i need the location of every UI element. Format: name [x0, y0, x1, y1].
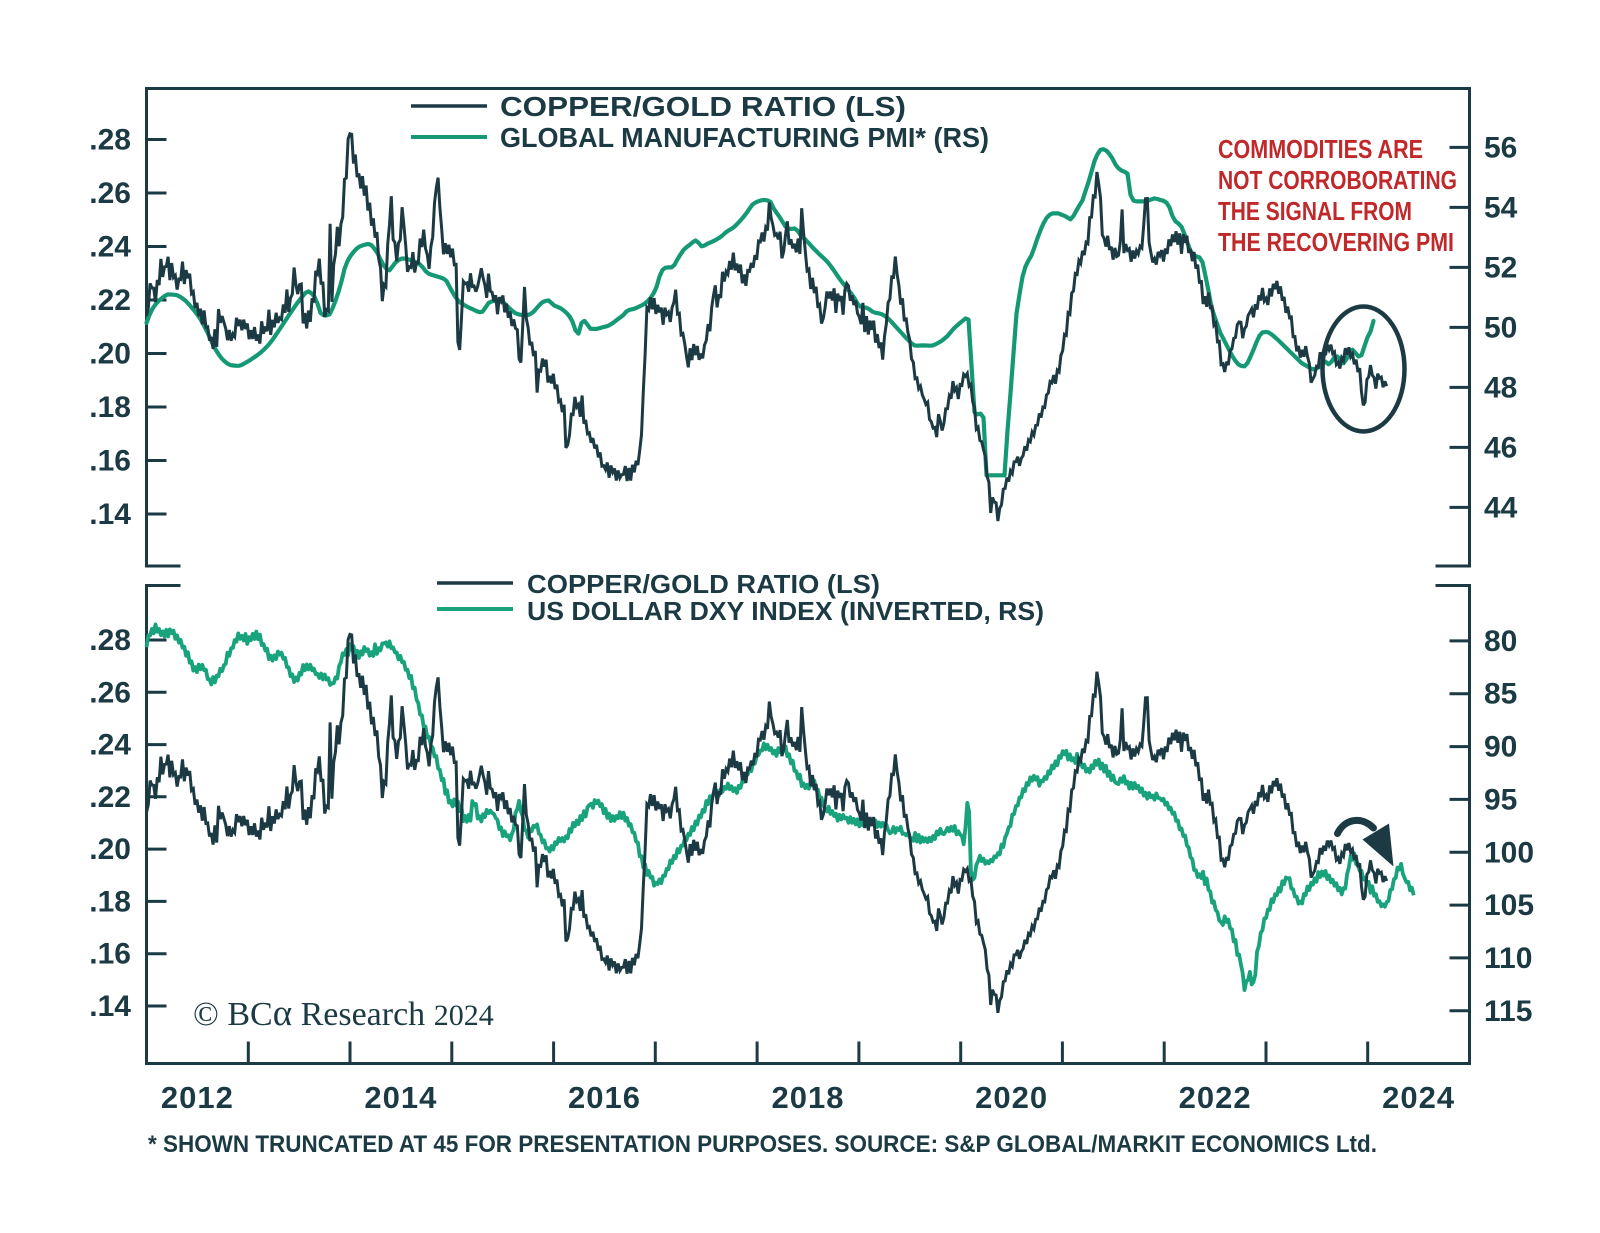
svg-text:100: 100	[1484, 836, 1534, 869]
svg-text:48: 48	[1484, 371, 1517, 404]
svg-text:NOT CORROBORATING: NOT CORROBORATING	[1218, 165, 1457, 195]
svg-text:THE RECOVERING PMI: THE RECOVERING PMI	[1218, 227, 1454, 257]
svg-text:.24: .24	[89, 231, 131, 264]
svg-text:© BCα Research 2024: © BCα Research 2024	[193, 993, 494, 1034]
svg-text:.22: .22	[89, 781, 131, 814]
svg-text:105: 105	[1484, 889, 1534, 922]
svg-text:* SHOWN TRUNCATED AT 45 FOR PR: * SHOWN TRUNCATED AT 45 FOR PRESENTATION…	[148, 1131, 1377, 1158]
svg-text:85: 85	[1484, 678, 1517, 711]
svg-text:.24: .24	[89, 729, 131, 762]
svg-text:2016: 2016	[568, 1080, 641, 1115]
svg-text:US DOLLAR DXY INDEX (INVERTED,: US DOLLAR DXY INDEX (INVERTED, RS)	[527, 596, 1044, 626]
svg-text:52: 52	[1484, 251, 1517, 284]
svg-text:.22: .22	[89, 284, 131, 317]
svg-text:80: 80	[1484, 625, 1517, 658]
svg-text:2022: 2022	[1179, 1080, 1252, 1115]
svg-text:GLOBAL MANUFACTURING PMI* (RS): GLOBAL MANUFACTURING PMI* (RS)	[500, 122, 989, 153]
svg-text:.18: .18	[89, 391, 131, 424]
svg-text:.14: .14	[89, 498, 131, 531]
svg-text:46: 46	[1484, 431, 1517, 464]
svg-text:2024: 2024	[1382, 1080, 1455, 1115]
svg-text:54: 54	[1484, 191, 1518, 224]
svg-text:.26: .26	[89, 177, 131, 210]
svg-text:2018: 2018	[772, 1080, 845, 1115]
svg-text:2012: 2012	[161, 1080, 234, 1115]
svg-text:COPPER/GOLD RATIO (LS): COPPER/GOLD RATIO (LS)	[500, 91, 906, 122]
svg-text:.28: .28	[89, 624, 131, 657]
svg-text:THE SIGNAL FROM: THE SIGNAL FROM	[1218, 196, 1412, 226]
svg-text:110: 110	[1484, 942, 1532, 975]
svg-text:COMMODITIES ARE: COMMODITIES ARE	[1218, 134, 1423, 164]
svg-text:COPPER/GOLD RATIO (LS): COPPER/GOLD RATIO (LS)	[527, 569, 880, 599]
svg-text:.16: .16	[89, 938, 131, 971]
svg-text:.18: .18	[89, 885, 131, 918]
svg-text:.26: .26	[89, 676, 131, 709]
svg-text:90: 90	[1484, 731, 1517, 764]
svg-text:50: 50	[1484, 311, 1517, 344]
svg-text:44: 44	[1484, 491, 1518, 524]
svg-text:56: 56	[1484, 131, 1517, 164]
svg-text:.20: .20	[89, 833, 131, 866]
svg-text:2014: 2014	[364, 1080, 437, 1115]
svg-text:.14: .14	[89, 990, 131, 1023]
svg-text:2020: 2020	[975, 1080, 1048, 1115]
svg-text:115: 115	[1484, 995, 1532, 1028]
svg-text:.28: .28	[89, 124, 131, 157]
svg-text:95: 95	[1484, 783, 1517, 816]
svg-text:.20: .20	[89, 338, 131, 371]
svg-text:.16: .16	[89, 445, 131, 478]
